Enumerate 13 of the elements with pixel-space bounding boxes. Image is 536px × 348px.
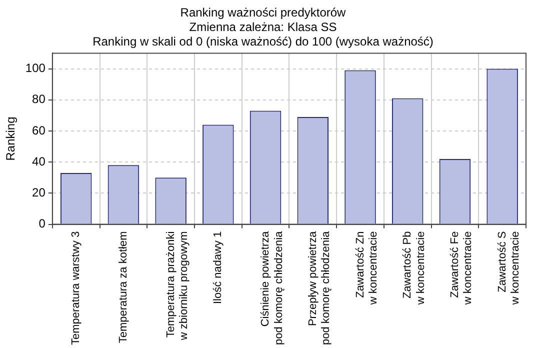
- chart-title: Ranking ważności predyktorów: [180, 6, 346, 20]
- y-tick-label: 40: [32, 154, 46, 168]
- y-tick-label: 0: [38, 216, 46, 231]
- y-tick-label: 20: [32, 185, 46, 200]
- y-tick-label: 80: [32, 92, 46, 106]
- x-tick-label: Temperatura warstwy 3: [70, 231, 82, 345]
- x-tick-label: Temperatura za kotłem: [117, 231, 130, 344]
- x-tick-label: Temperatura prażonki w zbiorniku progowym: [164, 231, 190, 342]
- y-axis-title: Ranking: [4, 116, 18, 161]
- y-tick-label: 100: [25, 61, 46, 76]
- chart-subtitle: Zmienna zależna: Klasa SS Ranking w skali od 0 (niska ważność) do 100 (wysoka ważność): [92, 20, 434, 48]
- y-tick-label: 60: [32, 123, 46, 138]
- x-tick-label: Ilość nadawy 1: [212, 231, 224, 304]
